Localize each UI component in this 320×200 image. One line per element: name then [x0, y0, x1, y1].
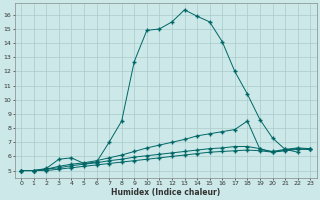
- X-axis label: Humidex (Indice chaleur): Humidex (Indice chaleur): [111, 188, 220, 197]
